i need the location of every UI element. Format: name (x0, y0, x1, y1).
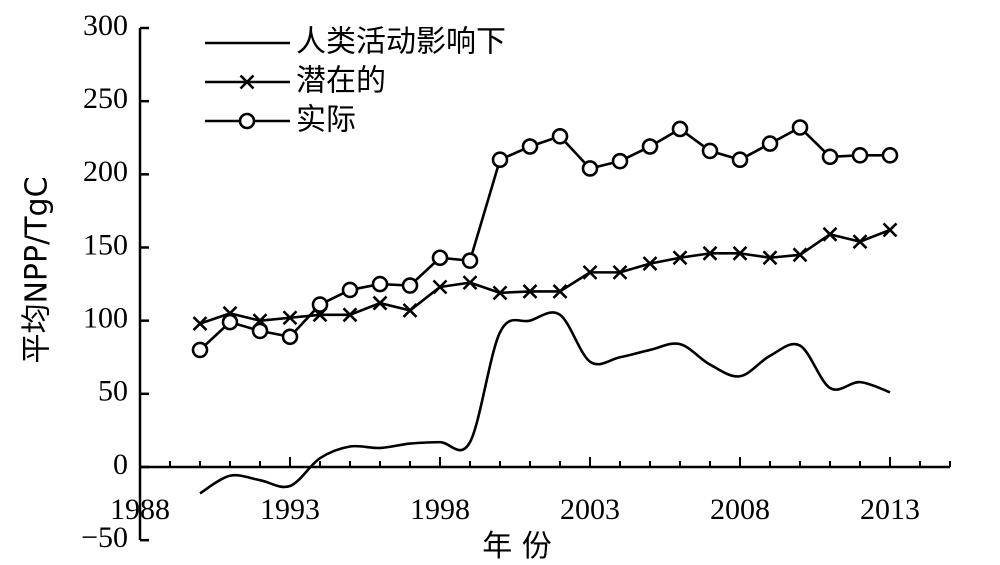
legend-item-potential: 潜在的 (205, 64, 386, 99)
legend-item-human-activity: 人类活动影响下 (205, 25, 506, 60)
legend-label: 人类活动影响下 (296, 25, 506, 60)
data-point-actual (401, 277, 419, 294)
data-point-actual (191, 341, 209, 359)
data-point-actual (701, 142, 719, 160)
data-point-actual (881, 147, 899, 164)
legend-item-actual: 实际 (205, 103, 356, 138)
data-point-actual (281, 328, 299, 346)
data-point-potential (492, 285, 508, 301)
data-point-actual (761, 135, 779, 152)
data-point-potential (582, 264, 598, 280)
data-point-actual (491, 151, 509, 168)
data-point-potential (642, 256, 658, 272)
x-tick-label: 1988 (110, 493, 170, 526)
data-point-actual (791, 119, 809, 136)
data-point-actual (371, 275, 389, 293)
data-point-potential (822, 226, 838, 242)
x-tick-label: 1993 (260, 493, 320, 526)
data-point-potential (462, 275, 478, 291)
data-point-actual (581, 160, 599, 177)
y-axis-title: 平均NPP/TgC (20, 176, 55, 363)
data-point-actual (521, 138, 539, 155)
data-point-actual (551, 127, 569, 145)
y-tick-label: 100 (83, 302, 128, 335)
x-tick-label: 2008 (710, 493, 770, 526)
data-point-potential (192, 316, 208, 332)
axes-layer: −50 0 50 100 150 200 250 300 1988 1993 1998 2003 200… (81, 9, 951, 554)
data-point-actual (251, 322, 269, 340)
y-tick-label: 250 (83, 82, 128, 115)
y-tick-label: 150 (83, 228, 128, 261)
data-point-potential (882, 222, 898, 238)
series-layer (191, 119, 899, 495)
legend-swatch-marker (238, 112, 256, 130)
data-point-potential (702, 245, 718, 261)
x-axis-title: 年 份 (482, 529, 552, 564)
data-point-actual (611, 152, 629, 170)
data-point-potential (792, 247, 808, 263)
x-tick-label: 1998 (410, 493, 470, 526)
data-point-potential (612, 264, 628, 280)
series-line-human-activity (199, 311, 891, 495)
data-point-actual (341, 281, 359, 299)
data-point-potential (522, 283, 538, 299)
series-human-activity (199, 311, 891, 495)
data-point-actual (731, 151, 749, 168)
data-point-actual (311, 296, 329, 313)
y-tick-label: 50 (98, 375, 128, 408)
data-point-potential (342, 307, 358, 323)
x-tick-label: 2013 (860, 493, 920, 526)
data-point-potential (402, 303, 418, 318)
data-point-potential (552, 283, 568, 299)
data-point-potential (732, 245, 748, 261)
data-point-actual (851, 147, 869, 164)
series-actual (191, 119, 899, 359)
data-point-actual (671, 120, 689, 138)
data-point-actual (641, 138, 659, 155)
data-point-actual (821, 148, 839, 166)
series-line-potential (199, 228, 891, 325)
data-point-potential (282, 310, 298, 326)
legend-label: 潜在的 (296, 64, 386, 99)
data-point-actual (221, 313, 239, 331)
data-point-potential (432, 279, 448, 295)
data-point-potential (762, 250, 778, 266)
data-point-actual (461, 252, 479, 269)
data-point-potential (672, 250, 688, 266)
data-point-actual (431, 249, 449, 267)
y-tick-label: 300 (83, 9, 128, 42)
y-tick-label: 0 (113, 448, 128, 481)
y-tick-label: −50 (81, 521, 128, 554)
legend-swatch-marker (239, 74, 255, 90)
data-point-potential (852, 234, 868, 250)
data-point-potential (372, 295, 388, 311)
x-tick-label: 2003 (560, 493, 620, 526)
y-tick-label: 200 (83, 155, 128, 188)
legend-label: 实际 (296, 103, 356, 138)
